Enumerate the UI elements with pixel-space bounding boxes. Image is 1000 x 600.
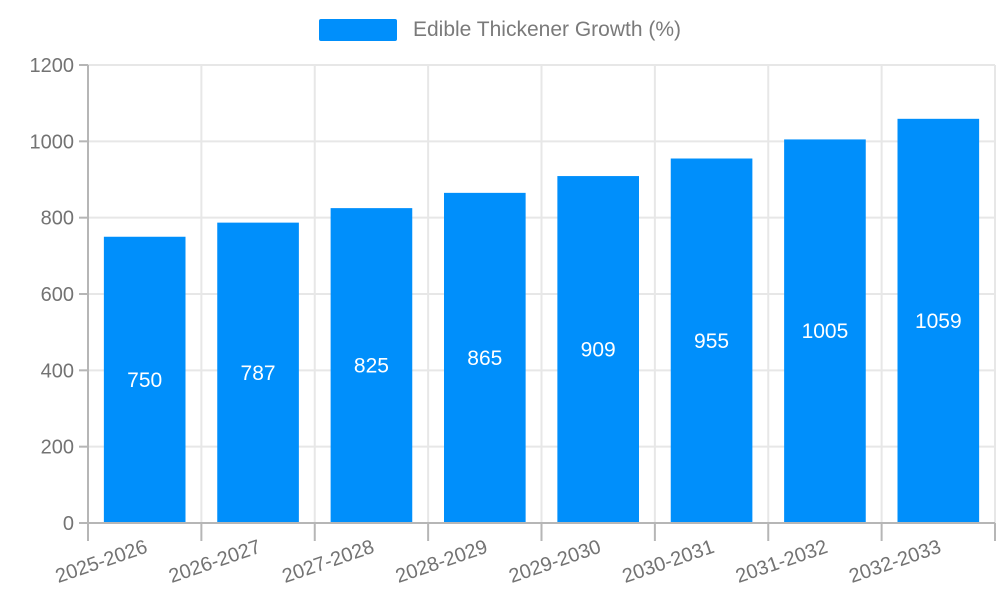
y-axis-label: 800 (41, 208, 74, 230)
bar-value-label: 1059 (915, 310, 962, 333)
bar[interactable] (330, 208, 413, 523)
x-axis-label: 2029-2030 (506, 536, 604, 588)
bar-value-label: 865 (467, 347, 502, 370)
bar[interactable] (897, 118, 980, 523)
y-axis-label: 0 (63, 513, 74, 535)
bar-value-label: 909 (581, 339, 616, 362)
bar[interactable] (217, 222, 299, 523)
bar-value-label: 787 (241, 362, 276, 385)
x-axis-label: 2027-2028 (279, 536, 377, 588)
bar-value-label: 750 (127, 369, 162, 392)
x-axis-label: 2025-2026 (53, 536, 151, 588)
y-axis-label: 400 (41, 360, 74, 382)
bar[interactable] (443, 192, 526, 523)
bar-value-label: 825 (354, 355, 389, 378)
y-axis-label: 1000 (30, 131, 75, 153)
x-axis-label: 2031-2032 (733, 536, 831, 588)
bar-value-label: 955 (694, 330, 729, 353)
x-axis-label: 2028-2029 (393, 536, 491, 588)
x-axis-label: 2032-2033 (846, 536, 944, 588)
bar[interactable] (784, 139, 866, 524)
chart-legend: Edible Thickener Growth (%) (0, 18, 1000, 42)
bar[interactable] (103, 236, 186, 523)
y-axis-label: 1200 (30, 55, 75, 77)
bar[interactable] (557, 176, 640, 523)
bar-value-label: 1005 (802, 320, 849, 343)
bar[interactable] (670, 158, 753, 523)
legend-swatch[interactable] (318, 19, 397, 41)
y-axis-label: 200 (41, 437, 74, 459)
y-axis-label: 600 (41, 284, 74, 306)
x-axis-label: 2026-2027 (166, 536, 264, 588)
legend-label[interactable]: Edible Thickener Growth (%) (412, 18, 682, 41)
x-axis-label: 2030-2031 (620, 536, 718, 588)
